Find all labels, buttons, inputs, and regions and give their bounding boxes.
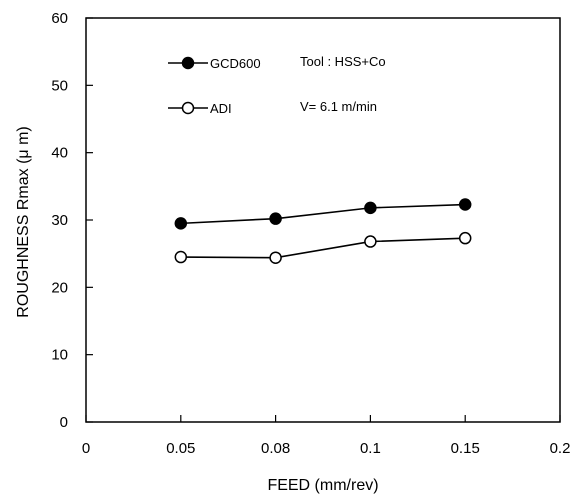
series-line-gcd600 — [180, 203, 466, 225]
x-tick-label: 0 — [82, 440, 90, 457]
x-tick-label: 0.05 — [166, 440, 195, 457]
annotation-speed: V= 6.1 m/min — [300, 99, 377, 114]
data-point-gcd600 — [458, 198, 472, 211]
x-axis-label: FEED (mm/rev) — [267, 477, 378, 494]
y-axis-label: ROUGHNESS Rmax (μ m) — [15, 126, 32, 317]
y-tick-label: 40 — [51, 145, 68, 162]
legend-label: ADI — [210, 101, 232, 116]
data-point-gcd600 — [364, 201, 377, 215]
x-tick-label: 0.1 — [360, 440, 381, 457]
y-tick-label: 0 — [60, 414, 68, 431]
y-tick-label: 50 — [51, 77, 68, 94]
legend-marker — [181, 101, 195, 115]
x-tick-label: 0.08 — [261, 440, 290, 457]
x-axis-ticks: 0 0.05 0.08 0.1 0.15 0.2 — [82, 415, 571, 457]
data-point-adi — [269, 251, 282, 264]
annotation-tool: Tool : HSS+Co — [300, 54, 386, 69]
data-point-adi — [364, 235, 377, 248]
plot-frame — [85, 17, 561, 423]
y-tick-label: 10 — [51, 347, 68, 364]
legend: GCD600 ADI — [168, 56, 261, 116]
series-line-adi — [180, 237, 466, 259]
x-tick-label: 0.15 — [451, 440, 480, 457]
legend-label: GCD600 — [210, 56, 261, 71]
x-tick-label: 0.2 — [550, 440, 571, 457]
legend-marker — [181, 56, 195, 70]
y-axis-ticks: 0 10 20 30 40 50 60 — [51, 10, 93, 431]
y-tick-label: 30 — [51, 212, 68, 229]
data-point-adi — [458, 231, 472, 245]
series-layer — [174, 198, 472, 264]
y-tick-label: 60 — [51, 10, 68, 27]
data-point-adi — [174, 250, 188, 264]
data-point-gcd600 — [174, 217, 188, 230]
y-tick-label: 20 — [51, 279, 68, 296]
data-point-gcd600 — [269, 212, 282, 225]
